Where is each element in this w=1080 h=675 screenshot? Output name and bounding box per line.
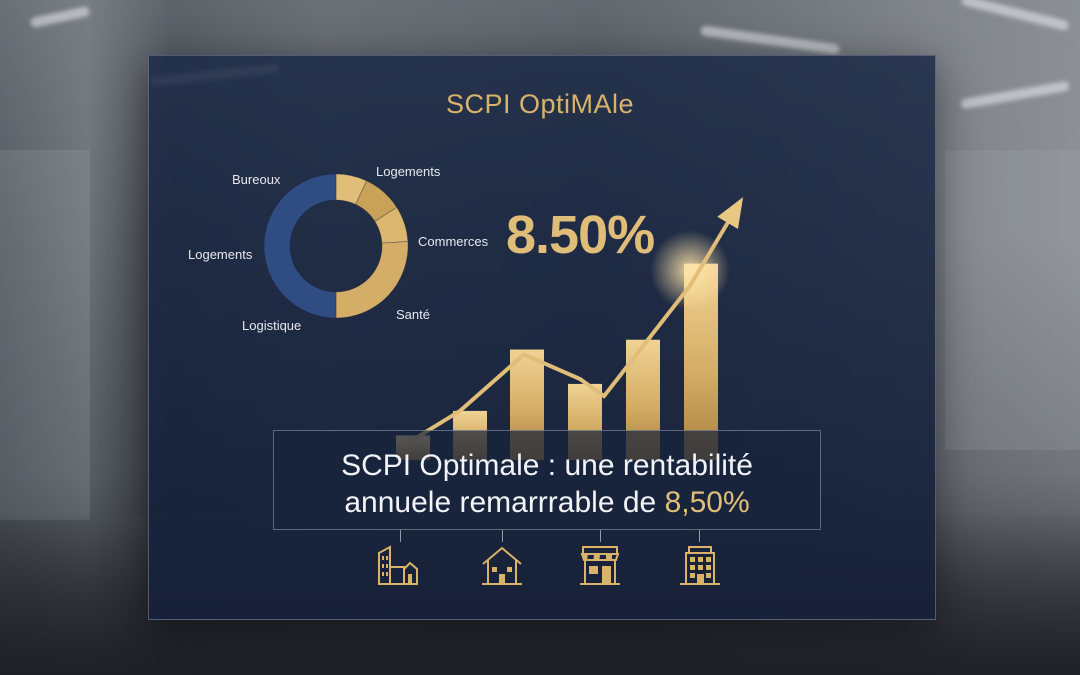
caption-box: SCPI Optimale : une rentabilité annuele … <box>273 430 821 530</box>
caption-line-2: annuele remarrrable de 8,50% <box>274 486 820 520</box>
donut-segment-2 <box>374 206 409 244</box>
donut-segment-3 <box>335 241 409 319</box>
allocation-donut-chart <box>263 173 409 319</box>
donut-label-logements-top: Logements <box>376 164 441 179</box>
trend-arrow-head <box>717 197 744 230</box>
donut-label-bureaux: Bureoux <box>232 172 281 187</box>
donut-label-logistique: Logistique <box>242 318 302 333</box>
ceiling-light <box>960 0 1070 32</box>
donut-segment-4 <box>263 173 337 319</box>
donut-label-commerces: Commerces <box>418 234 489 249</box>
office-building-icon <box>378 545 418 585</box>
ceiling-light <box>699 25 841 55</box>
donut-segment-0 <box>335 173 368 205</box>
ceiling-light <box>29 5 91 29</box>
shop-icon <box>580 546 620 585</box>
apartment-building-icon <box>680 546 720 585</box>
caption-line-1: SCPI Optimale : une rentabilité <box>341 449 753 482</box>
connector-tick <box>699 530 700 542</box>
panel-title: SCPI OptiMAle <box>445 89 635 119</box>
headline-yield-value: 8.50% <box>506 205 655 265</box>
donut-label-logements-left: Logements <box>188 247 253 262</box>
yield-growth-bar-chart <box>396 197 744 460</box>
connector-tick <box>600 530 601 542</box>
donut-label-sante: Santé <box>396 307 430 322</box>
window <box>0 150 90 520</box>
caption-yield-value: 8,50% <box>664 486 750 519</box>
connector-tick <box>502 530 503 542</box>
house-icon <box>482 546 522 585</box>
trend-line <box>402 201 742 447</box>
connector-tick <box>400 530 401 542</box>
window <box>945 150 1080 450</box>
caption-line-2-text: annuele remarrrable de <box>344 486 657 519</box>
